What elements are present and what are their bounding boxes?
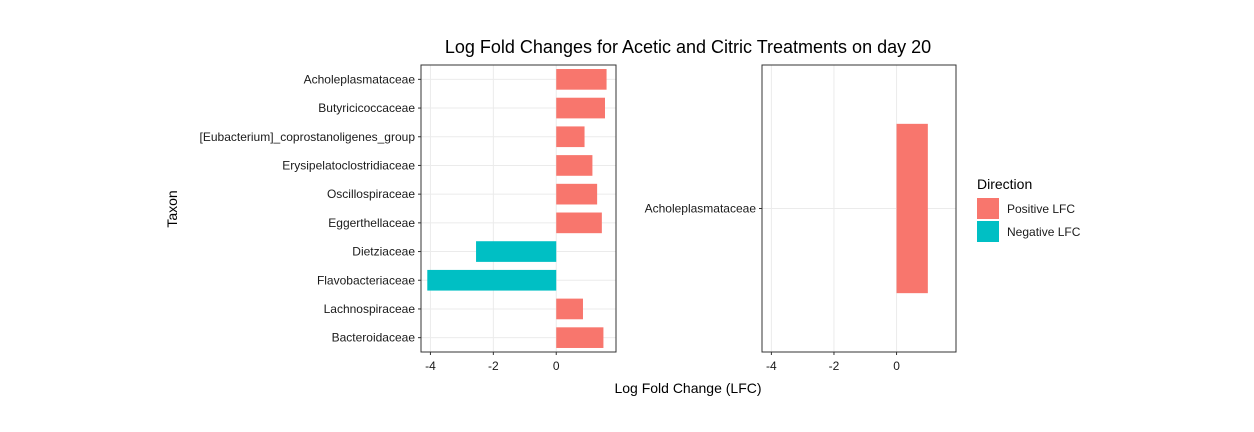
- right-bar-0: [896, 123, 928, 294]
- left-y-tick-label-7: Flavobacteriaceae: [317, 273, 415, 287]
- left-bar-5: [556, 212, 602, 234]
- left-x-tick-label-1: -2: [488, 359, 499, 373]
- left-bar-6: [476, 241, 557, 262]
- left-x-tick-label-0: -4: [425, 359, 436, 373]
- left-y-tick-label-0: Acholeplasmataceae: [304, 72, 416, 86]
- left-bar-9: [556, 327, 604, 348]
- left-bar-1: [556, 97, 605, 119]
- left-bar-0: [556, 69, 607, 90]
- legend: Direction Positive LFC Negative LFC: [977, 176, 1081, 242]
- left-y-tick-label-2: [Eubacterium]_coprostanoligenes_group: [200, 130, 416, 144]
- left-bar-4: [556, 183, 598, 205]
- left-bar-8: [556, 298, 583, 320]
- left-y-tick-label-3: Erysipelatoclostridiaceae: [282, 158, 415, 172]
- left-y-tick-label-5: Eggerthellaceae: [328, 216, 415, 230]
- left-y-tick-label-4: Oscillospiraceae: [327, 187, 415, 201]
- left-bar-2: [556, 126, 585, 148]
- right-x-tick-label-0: -4: [766, 359, 777, 373]
- right-x-tick-label-1: -2: [829, 359, 840, 373]
- y-axis-title: Taxon: [164, 190, 180, 227]
- left-x-tick-label-2: 0: [553, 359, 560, 373]
- right-y-tick-label-0: Acholeplasmataceae: [645, 202, 757, 216]
- legend-label-positive: Positive LFC: [1007, 202, 1075, 216]
- right-panel: Acholeplasmataceae -4 -2 0: [645, 64, 957, 373]
- x-axis-title: Log Fold Change (LFC): [614, 380, 761, 396]
- left-bar-3: [556, 155, 593, 176]
- left-panel: Acholeplasmataceae Butyricicoccaceae [Euba…: [200, 64, 617, 373]
- legend-key-positive: [977, 198, 999, 219]
- left-y-tick-label-6: Dietziaceae: [352, 245, 415, 259]
- left-y-tick-label-9: Bacteroidaceae: [332, 331, 416, 345]
- left-panel-border: [420, 64, 617, 353]
- left-y-tick-label-8: Lachnospiraceae: [324, 302, 416, 316]
- right-x-tick-label-2: 0: [893, 359, 900, 373]
- left-bar-7: [427, 269, 557, 291]
- legend-title: Direction: [977, 176, 1032, 192]
- left-y-tick-label-1: Butyricicoccaceae: [318, 101, 415, 115]
- legend-label-negative: Negative LFC: [1007, 225, 1081, 239]
- legend-key-negative: [977, 221, 999, 242]
- chart-title: Log Fold Changes for Acetic and Citric T…: [445, 37, 931, 57]
